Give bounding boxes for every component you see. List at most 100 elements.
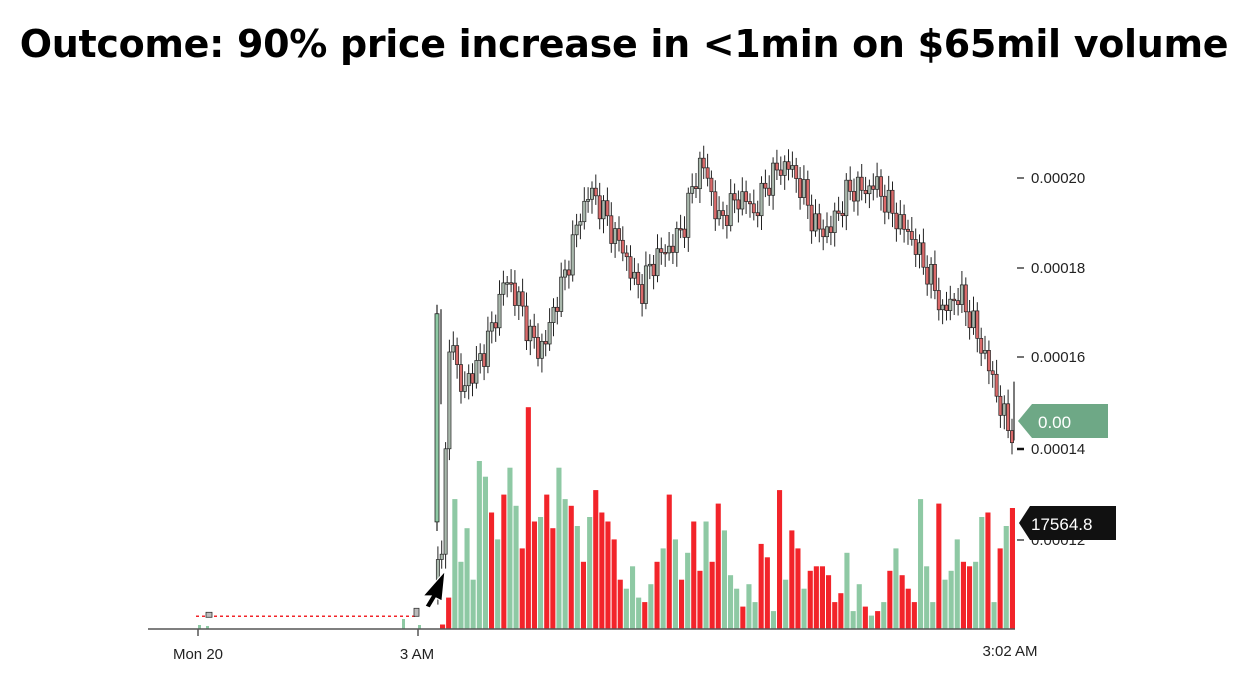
candle-body bbox=[825, 226, 829, 238]
volume-tag-label: 17564.8 bbox=[1031, 515, 1092, 534]
volume-bar bbox=[936, 503, 942, 629]
volume-bar bbox=[777, 490, 783, 629]
candle-body bbox=[566, 269, 571, 276]
candle-body bbox=[805, 179, 810, 206]
volume-bar bbox=[850, 611, 856, 629]
candle-body bbox=[682, 228, 687, 238]
volume-bar bbox=[482, 476, 488, 629]
candle-body bbox=[709, 177, 714, 193]
candle-body bbox=[840, 212, 845, 217]
volume-bar bbox=[887, 570, 893, 629]
volume-bar bbox=[519, 548, 525, 629]
volume-bar bbox=[881, 602, 887, 629]
candle-body bbox=[501, 282, 506, 295]
volume-bar bbox=[697, 570, 703, 629]
candle-body bbox=[817, 213, 822, 230]
volume-tag: 17564.8 bbox=[1019, 506, 1116, 540]
volume-bar bbox=[458, 561, 464, 629]
candle-body bbox=[543, 341, 548, 345]
candle-body bbox=[470, 373, 475, 384]
volume-bar bbox=[1009, 508, 1015, 629]
volume-bar bbox=[930, 602, 936, 629]
volume-bar bbox=[783, 579, 789, 629]
candle-body bbox=[559, 276, 564, 312]
volume-bar bbox=[746, 584, 752, 629]
candle-body bbox=[582, 200, 587, 223]
candle-body bbox=[624, 252, 629, 258]
volume-bar bbox=[918, 499, 924, 629]
volume-bar bbox=[948, 570, 954, 629]
volume-bar bbox=[513, 505, 519, 629]
candle-body bbox=[782, 161, 787, 176]
candle-body bbox=[940, 304, 945, 311]
volume-bar bbox=[568, 505, 574, 629]
candle-body bbox=[774, 162, 779, 171]
candle-body bbox=[998, 395, 1003, 416]
volume-bar bbox=[562, 499, 568, 629]
candle-body bbox=[497, 293, 502, 329]
volume-bar bbox=[660, 548, 666, 629]
volume-bar bbox=[691, 521, 697, 629]
candle-body bbox=[990, 370, 995, 375]
candle-body bbox=[879, 176, 883, 197]
candle-body bbox=[925, 266, 930, 285]
candle-body bbox=[532, 325, 537, 338]
candle-body bbox=[744, 191, 749, 202]
volume-bar bbox=[446, 597, 452, 629]
candle-body bbox=[690, 186, 695, 194]
candle-body bbox=[944, 304, 949, 311]
candle-body bbox=[586, 199, 591, 202]
candle-body bbox=[956, 300, 961, 305]
candle-body bbox=[778, 169, 783, 176]
current-price-tag: 0.00 bbox=[1018, 404, 1108, 438]
candle-body bbox=[863, 190, 868, 195]
volume-bar bbox=[997, 548, 1003, 629]
volume-bar bbox=[617, 579, 623, 629]
volume-bar bbox=[960, 561, 966, 629]
candle-body bbox=[979, 338, 984, 354]
volume-bar bbox=[991, 602, 997, 629]
candle-body bbox=[1002, 403, 1007, 416]
candle-body bbox=[836, 210, 841, 214]
candle-body bbox=[875, 176, 880, 190]
candle-body bbox=[524, 305, 529, 342]
candle-body bbox=[547, 322, 552, 345]
volume-bar bbox=[985, 512, 991, 629]
candle-body bbox=[597, 195, 602, 220]
candle-body bbox=[590, 187, 594, 200]
volume-bar bbox=[605, 521, 611, 629]
volume-bar bbox=[973, 561, 979, 629]
candle-body bbox=[659, 248, 664, 253]
candle-body bbox=[929, 264, 934, 285]
candle-body bbox=[478, 353, 483, 361]
candle-body bbox=[890, 189, 895, 214]
candle-body bbox=[655, 248, 660, 277]
volume-bar bbox=[476, 461, 482, 629]
volume-bar bbox=[452, 499, 458, 629]
volume-bar bbox=[495, 539, 501, 629]
candle-body bbox=[848, 179, 853, 192]
y-tick-label: 0.00016 bbox=[1031, 349, 1085, 366]
candle-body bbox=[482, 353, 487, 367]
volume-bar bbox=[525, 407, 531, 629]
candle-body bbox=[663, 252, 668, 255]
volume-bar bbox=[807, 570, 813, 629]
candle-body bbox=[509, 282, 514, 285]
y-tick-label: 0.00020 bbox=[1031, 170, 1085, 187]
volume-bar bbox=[599, 512, 605, 629]
candle-body bbox=[728, 193, 733, 227]
volume-bar bbox=[501, 494, 507, 629]
candle-body bbox=[697, 157, 702, 190]
volume-bar bbox=[531, 521, 537, 629]
volume-bar bbox=[418, 625, 421, 629]
volume-bar bbox=[942, 579, 948, 629]
candle-body bbox=[898, 214, 903, 230]
candle-body bbox=[755, 212, 760, 217]
volume-bar bbox=[666, 494, 672, 629]
candle-body bbox=[736, 199, 741, 210]
candle-body bbox=[751, 203, 756, 214]
candle-body bbox=[555, 306, 560, 312]
volume-bar bbox=[489, 512, 495, 629]
candle-body bbox=[767, 187, 772, 196]
